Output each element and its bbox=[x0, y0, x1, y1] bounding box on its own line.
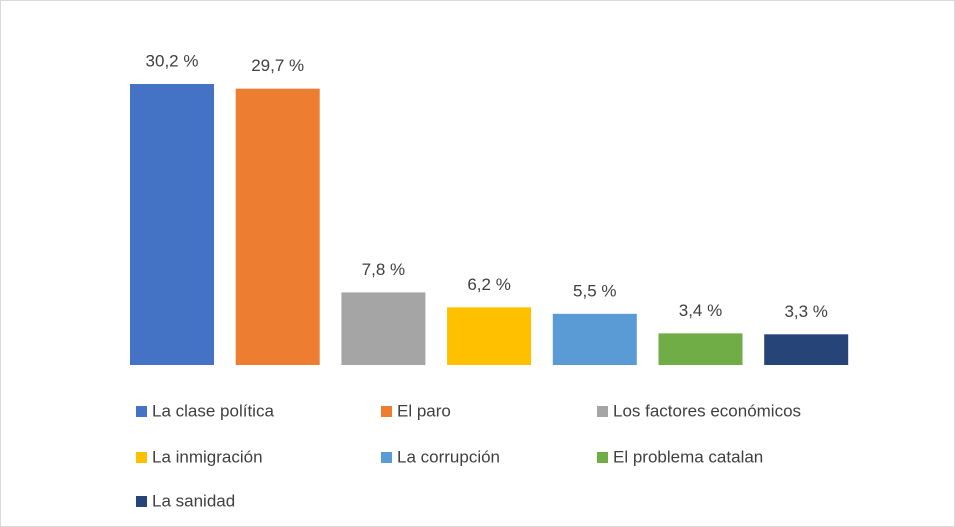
legend-label: La corrupción bbox=[397, 447, 500, 466]
bar bbox=[764, 334, 849, 365]
legend-swatch bbox=[597, 406, 608, 417]
legend-swatch bbox=[381, 452, 392, 463]
data-label: 30,2 % bbox=[146, 51, 199, 70]
legend-swatch bbox=[136, 406, 147, 417]
legend-swatch bbox=[136, 452, 147, 463]
legend-label: La sanidad bbox=[152, 491, 235, 510]
bar bbox=[447, 307, 532, 365]
bar bbox=[658, 333, 743, 365]
legend-label: El paro bbox=[397, 401, 451, 420]
legend-label: La inmigración bbox=[152, 447, 263, 466]
data-label: 5,5 % bbox=[573, 281, 616, 300]
legend-swatch bbox=[381, 406, 392, 417]
bar bbox=[341, 292, 426, 365]
data-label: 29,7 % bbox=[251, 56, 304, 75]
legend-swatch bbox=[597, 452, 608, 463]
legend-label: La clase política bbox=[152, 401, 274, 420]
bar bbox=[552, 313, 637, 365]
bar bbox=[130, 84, 214, 365]
legend-swatch bbox=[136, 496, 147, 507]
data-label: 3,4 % bbox=[679, 301, 722, 320]
data-label: 7,8 % bbox=[362, 260, 405, 279]
data-label: 3,3 % bbox=[784, 302, 827, 321]
data-label: 6,2 % bbox=[467, 275, 510, 294]
bar bbox=[235, 88, 320, 366]
legend-label: Los factores económicos bbox=[613, 401, 801, 420]
legend-label: El problema catalan bbox=[613, 447, 763, 466]
